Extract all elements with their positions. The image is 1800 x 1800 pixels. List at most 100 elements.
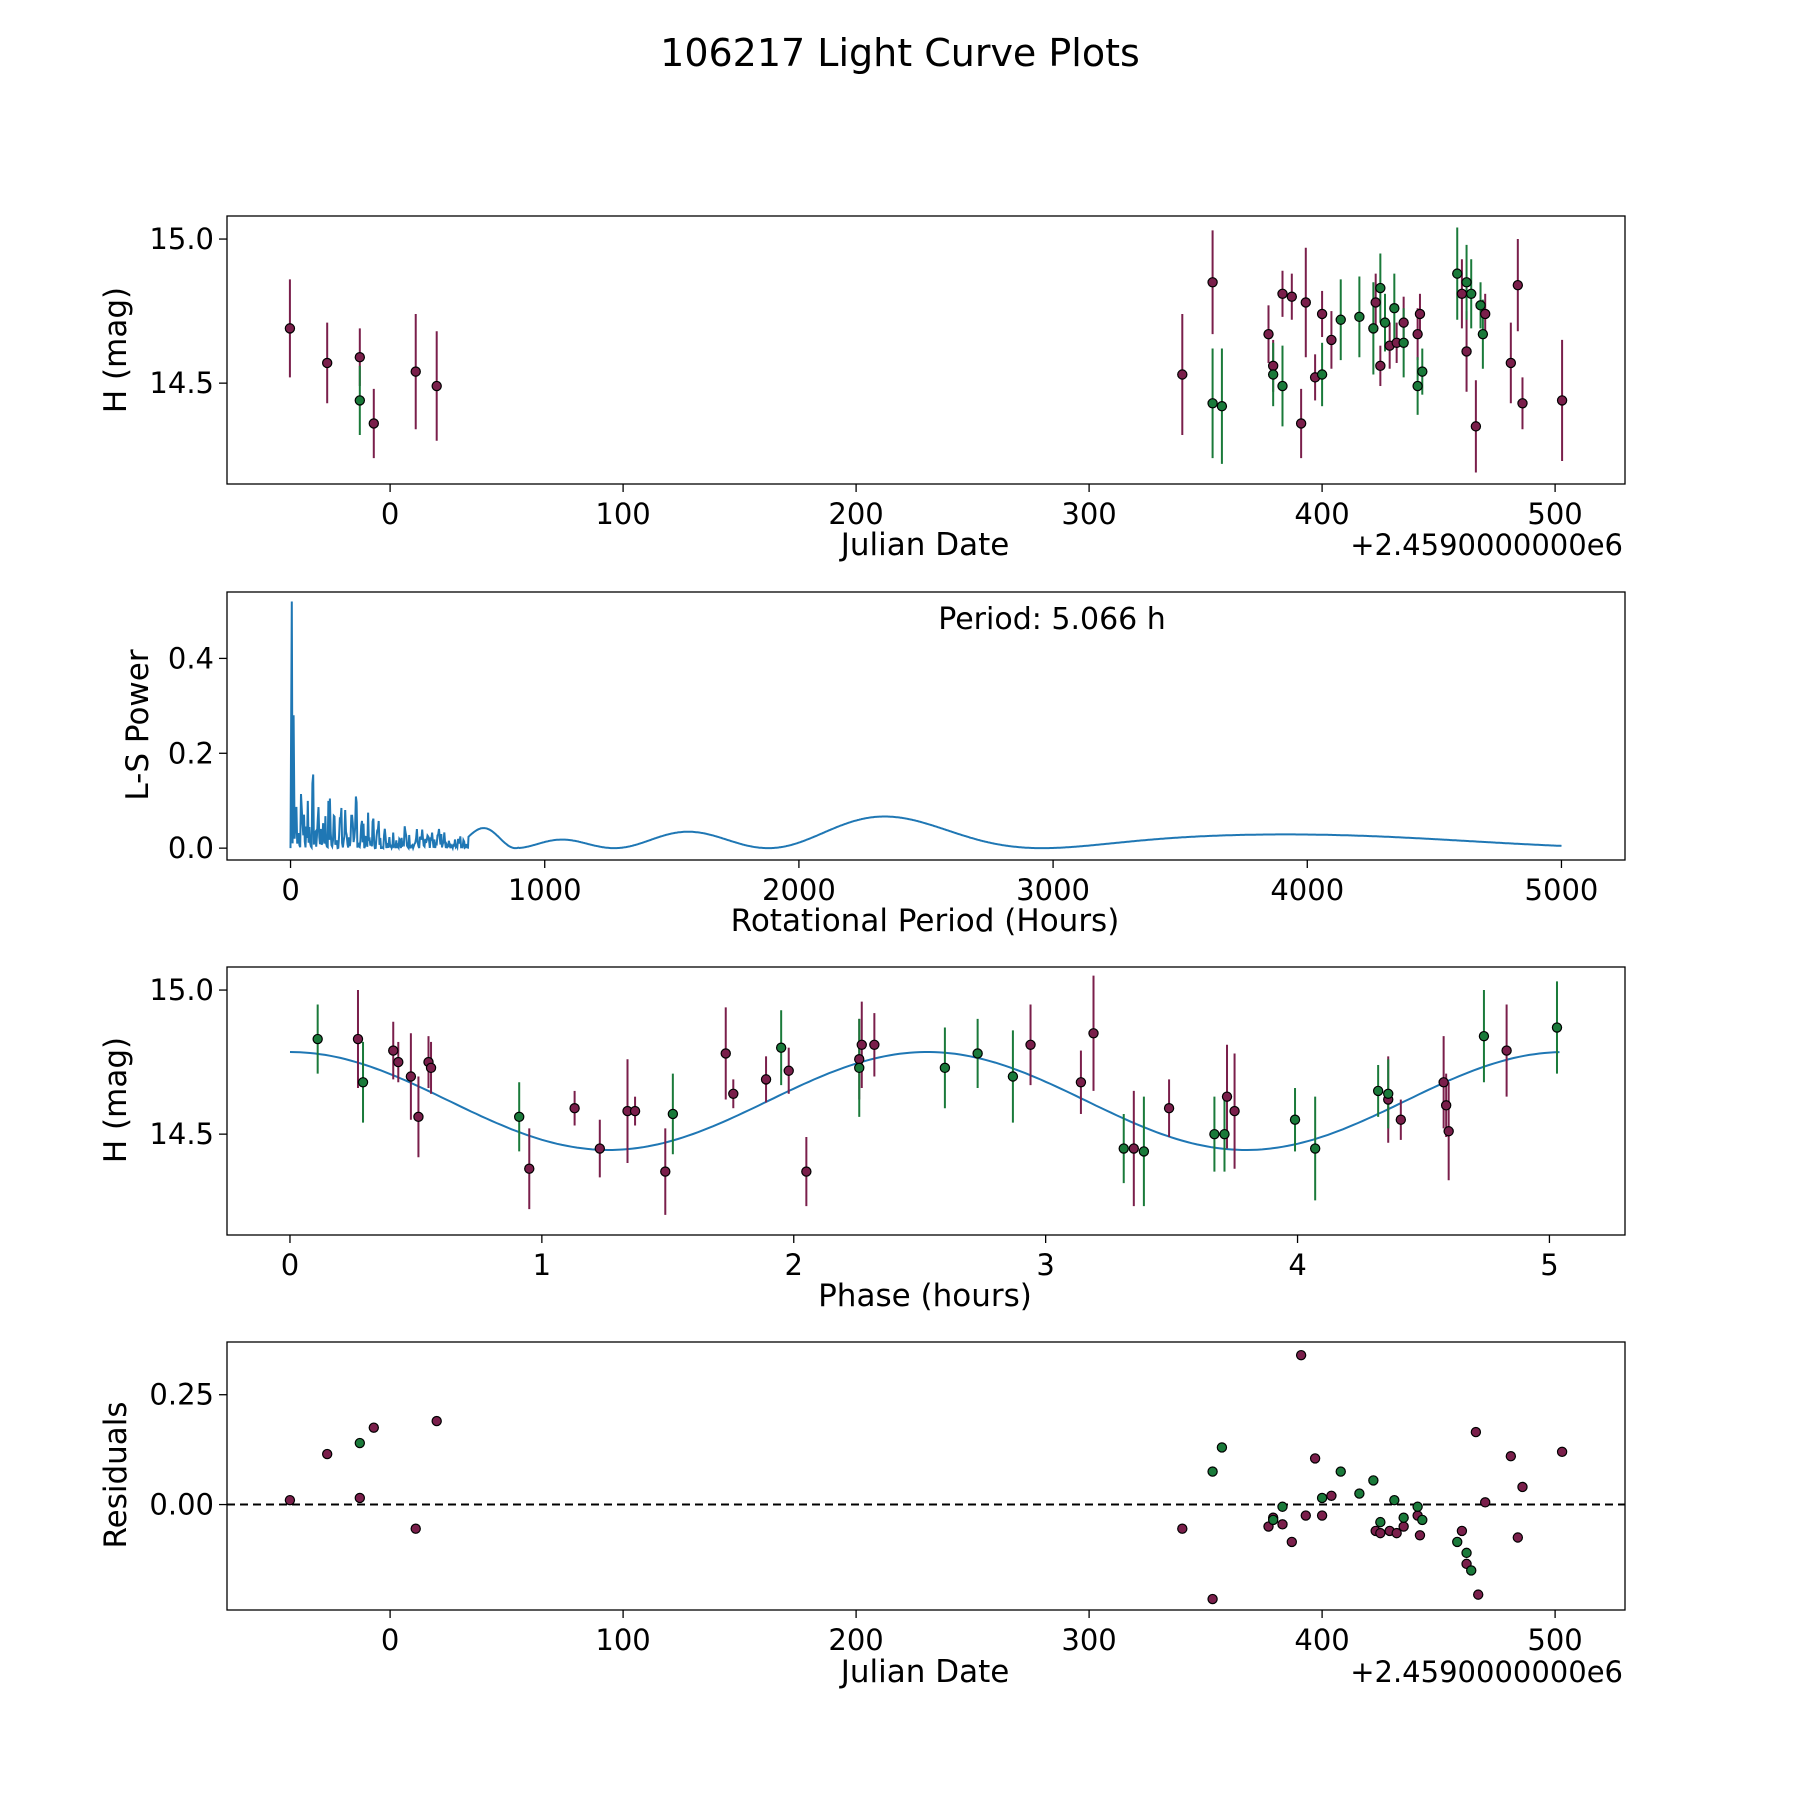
folded-point [760, 1074, 772, 1085]
residuals-point [1309, 1453, 1321, 1464]
residuals-point [1479, 1497, 1491, 1508]
periodogram-line [289, 601, 1562, 852]
folded-point [720, 1048, 731, 1059]
panel-folded: Phase (hours) H (mag) 0 1 2 3 4 5 14.5 15.0 [98, 966, 1626, 1314]
folded-ytick-label: 15.0 [149, 973, 214, 1007]
folded-point [1501, 1045, 1512, 1056]
lightcurve-point [1316, 369, 1328, 380]
lightcurve-point [1461, 277, 1472, 288]
lightcurve-point [1207, 277, 1218, 288]
folded-ylabel: H (mag) [98, 1037, 134, 1163]
lightcurve-point [1475, 300, 1486, 311]
lightcurve-xtick-label: 300 [1061, 497, 1116, 531]
folded-point [1309, 1143, 1321, 1154]
folded-point [1221, 1091, 1233, 1102]
residuals-point [1466, 1565, 1477, 1576]
lightcurve-point [1452, 268, 1463, 279]
periodogram-ytick-label: 0.0 [168, 831, 214, 865]
residuals-point [1398, 1512, 1409, 1523]
lightcurve-point [1326, 334, 1337, 346]
folded-ytick-label: 14.5 [149, 1117, 214, 1151]
residuals-point [1316, 1510, 1328, 1521]
period-annotation: Period: 5.066 h [938, 602, 1166, 637]
lightcurve-point [1479, 308, 1491, 320]
lightcurve-point [1517, 398, 1528, 409]
folded-model-curve [289, 1051, 1560, 1151]
residuals-point [1398, 1521, 1409, 1532]
residuals-point [354, 1437, 366, 1449]
lightcurve-point [1216, 400, 1228, 412]
residuals-xtick-label: 500 [1527, 1623, 1582, 1657]
residuals-point [1470, 1426, 1482, 1438]
folded-point [569, 1103, 580, 1114]
residuals-point [1316, 1492, 1328, 1504]
lightcurve-point [1414, 308, 1426, 320]
lightcurve-point [1412, 328, 1423, 340]
residuals-plot-frame [226, 1341, 1626, 1611]
folded-point [1118, 1143, 1129, 1154]
folded-point [352, 1033, 364, 1045]
lightcurve-point [1375, 360, 1386, 372]
folded-point [405, 1071, 417, 1082]
residuals-ytick-label: 0.00 [149, 1488, 214, 1522]
residuals-xtick-label: 0 [381, 1623, 399, 1657]
folded-point [357, 1077, 369, 1088]
folded-point [1383, 1088, 1394, 1099]
folded-point [728, 1088, 739, 1099]
residuals-point [1505, 1451, 1517, 1462]
folded-point [783, 1065, 794, 1076]
residuals-xtick-label: 400 [1294, 1623, 1349, 1657]
folded-point [425, 1062, 437, 1074]
folded-point [513, 1111, 525, 1123]
lightcurve-point [1286, 291, 1298, 302]
folded-point [1395, 1114, 1407, 1125]
folded-point [1128, 1143, 1140, 1154]
lightcurve-point [1177, 369, 1188, 380]
periodogram-ytick-label: 0.4 [168, 641, 214, 675]
folded-point [854, 1062, 865, 1074]
lightcurve-xlabel: Julian Date [839, 527, 1010, 563]
residuals-point [1414, 1530, 1426, 1541]
residuals-xtick-label: 300 [1061, 1623, 1116, 1657]
folded-point [1289, 1114, 1301, 1125]
residuals-point [1368, 1475, 1379, 1486]
folded-point [393, 1056, 404, 1068]
residuals-point [1473, 1589, 1484, 1600]
residuals-point [1326, 1490, 1337, 1501]
lightcurve-ytick-label: 14.5 [149, 366, 214, 400]
residuals-ytick-label: 0.25 [149, 1378, 214, 1412]
lightcurve-point [1263, 328, 1274, 340]
residuals-point [1375, 1527, 1386, 1539]
lightcurve-x-offset: +2.4590000000e6 [1350, 528, 1623, 562]
folded-point [388, 1045, 399, 1056]
lightcurve-point [1477, 328, 1489, 340]
lightcurve-point [1470, 421, 1482, 432]
folded-xtick-label: 1 [533, 1248, 551, 1282]
residuals-point [1335, 1466, 1346, 1477]
figure-title: 106217 Light Curve Plots [660, 31, 1140, 75]
lightcurve-ylabel: H (mag) [98, 287, 134, 413]
residuals-xtick-label: 200 [828, 1623, 883, 1657]
periodogram-xtick-label: 3000 [1016, 873, 1090, 907]
residuals-point [321, 1448, 333, 1460]
folded-point [1443, 1126, 1454, 1137]
residuals-point [1277, 1519, 1288, 1530]
lightcurve-point [1505, 357, 1517, 369]
residuals-point [1286, 1536, 1298, 1548]
residuals-point [410, 1523, 421, 1534]
residuals-point [354, 1492, 366, 1504]
folded-xtick-label: 2 [785, 1248, 803, 1282]
lightcurve-point [1379, 317, 1391, 328]
folded-point [1163, 1103, 1175, 1114]
residuals-point [431, 1415, 442, 1427]
folded-point [413, 1111, 424, 1123]
lightcurve-point [1354, 311, 1365, 323]
folded-point [1209, 1128, 1220, 1140]
lightcurve-xtick-label: 200 [828, 497, 883, 531]
lightcurve-point [1335, 314, 1346, 325]
lightcurve-xtick-label: 400 [1294, 497, 1349, 531]
lightcurve-point [1389, 303, 1400, 314]
lightcurve-point [1316, 308, 1328, 320]
residuals-point [1452, 1536, 1463, 1548]
folded-point [1025, 1039, 1036, 1051]
